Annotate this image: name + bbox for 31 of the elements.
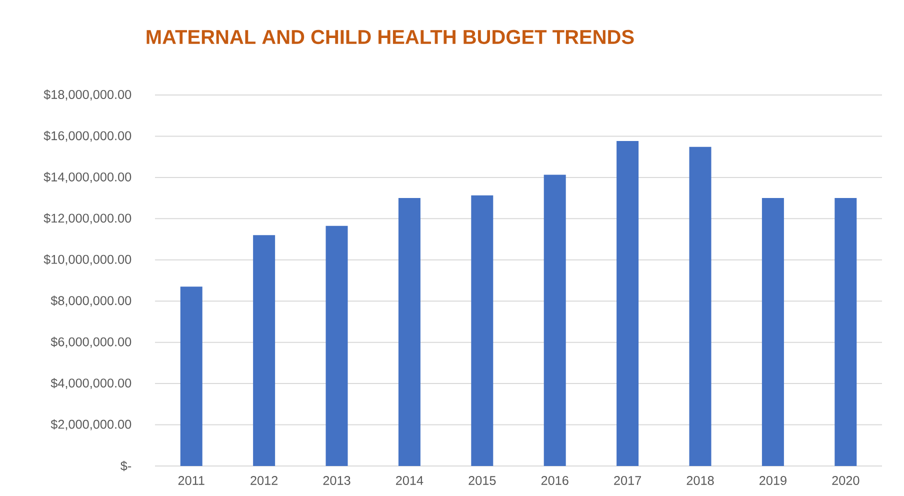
bar: [762, 198, 784, 466]
x-tick-label: 2019: [759, 476, 786, 485]
y-tick-label: $12,000,000.00: [44, 213, 132, 224]
x-tick-label: 2011: [178, 476, 204, 485]
y-tick-label: $18,000,000.00: [44, 89, 132, 101]
y-tick-label: $14,000,000.00: [44, 172, 132, 183]
bar: [471, 195, 494, 466]
bar: [834, 198, 857, 466]
bar: [326, 226, 348, 466]
y-tick-label: $10,000,000.00: [44, 254, 132, 266]
y-tick-label: $-: [120, 460, 132, 472]
x-tick-label: 2016: [541, 476, 568, 485]
bar: [544, 174, 566, 466]
x-tick-label: 2020: [832, 476, 860, 485]
bar: [398, 198, 420, 466]
x-tick-label: 2012: [250, 476, 278, 485]
bar: [689, 146, 712, 466]
y-tick-label: $6,000,000.00: [50, 336, 132, 348]
y-tick-label: $16,000,000.00: [44, 130, 132, 142]
y-tick-label: $2,000,000.00: [50, 419, 132, 430]
y-tick-label: $8,000,000.00: [50, 296, 132, 307]
bar: [180, 286, 202, 466]
y-tick-label: $4,000,000.00: [50, 378, 132, 390]
chart-title: MATERNAL AND CHILD HEALTH BUDGET TRENDS: [146, 30, 634, 44]
x-tick-label: 2015: [468, 476, 496, 485]
x-tick-label: 2018: [686, 476, 714, 485]
x-tick-label: 2013: [323, 476, 350, 485]
x-tick-label: 2014: [396, 476, 424, 485]
x-tick-label: 2017: [614, 476, 642, 485]
bar: [253, 235, 276, 466]
bar: [616, 140, 639, 466]
